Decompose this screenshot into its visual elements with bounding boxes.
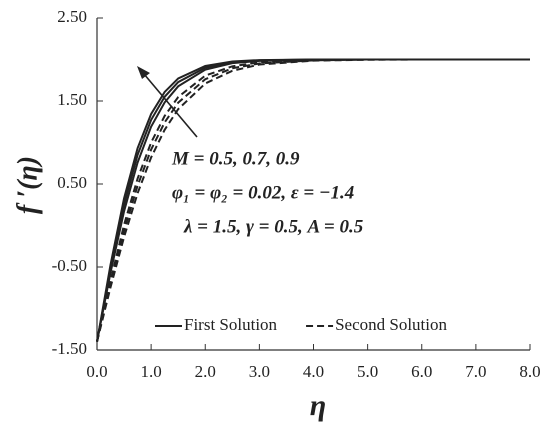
arrow xyxy=(143,73,198,138)
legend-label: First Solution xyxy=(184,315,278,334)
y-tick-label: -1.50 xyxy=(52,339,87,358)
x-tick-label: 4.0 xyxy=(303,362,324,381)
y-tick-label: 2.50 xyxy=(57,7,87,26)
y-tick-label: 0.50 xyxy=(57,173,87,192)
annotation: λ = 1.5, γ = 0.5, A = 0.5 xyxy=(183,216,364,237)
x-axis-label: η xyxy=(310,389,326,422)
x-tick-label: 7.0 xyxy=(465,362,486,381)
y-tick-label: -0.50 xyxy=(52,256,87,275)
x-tick-label: 2.0 xyxy=(195,362,216,381)
annotation: M = 0.5, 0.7, 0.9 xyxy=(171,148,300,169)
annotation: φ₁ = φ₂ = 0.02, ε = −1.4 xyxy=(172,182,354,203)
line xyxy=(96,58,530,342)
x-tick-label: 8.0 xyxy=(519,362,540,381)
line xyxy=(96,58,530,342)
x-tick-label: 5.0 xyxy=(357,362,378,381)
x-tick-label: 1.0 xyxy=(141,362,162,381)
arrow-head xyxy=(137,66,150,79)
x-tick-label: 6.0 xyxy=(411,362,432,381)
x-tick-label: 0.0 xyxy=(86,362,107,381)
y-tick-label: 1.50 xyxy=(57,90,87,109)
y-axis-label: f ′(η) xyxy=(12,156,43,214)
line xyxy=(96,58,530,342)
legend-label: Second Solution xyxy=(335,315,447,334)
x-tick-label: 3.0 xyxy=(249,362,270,381)
